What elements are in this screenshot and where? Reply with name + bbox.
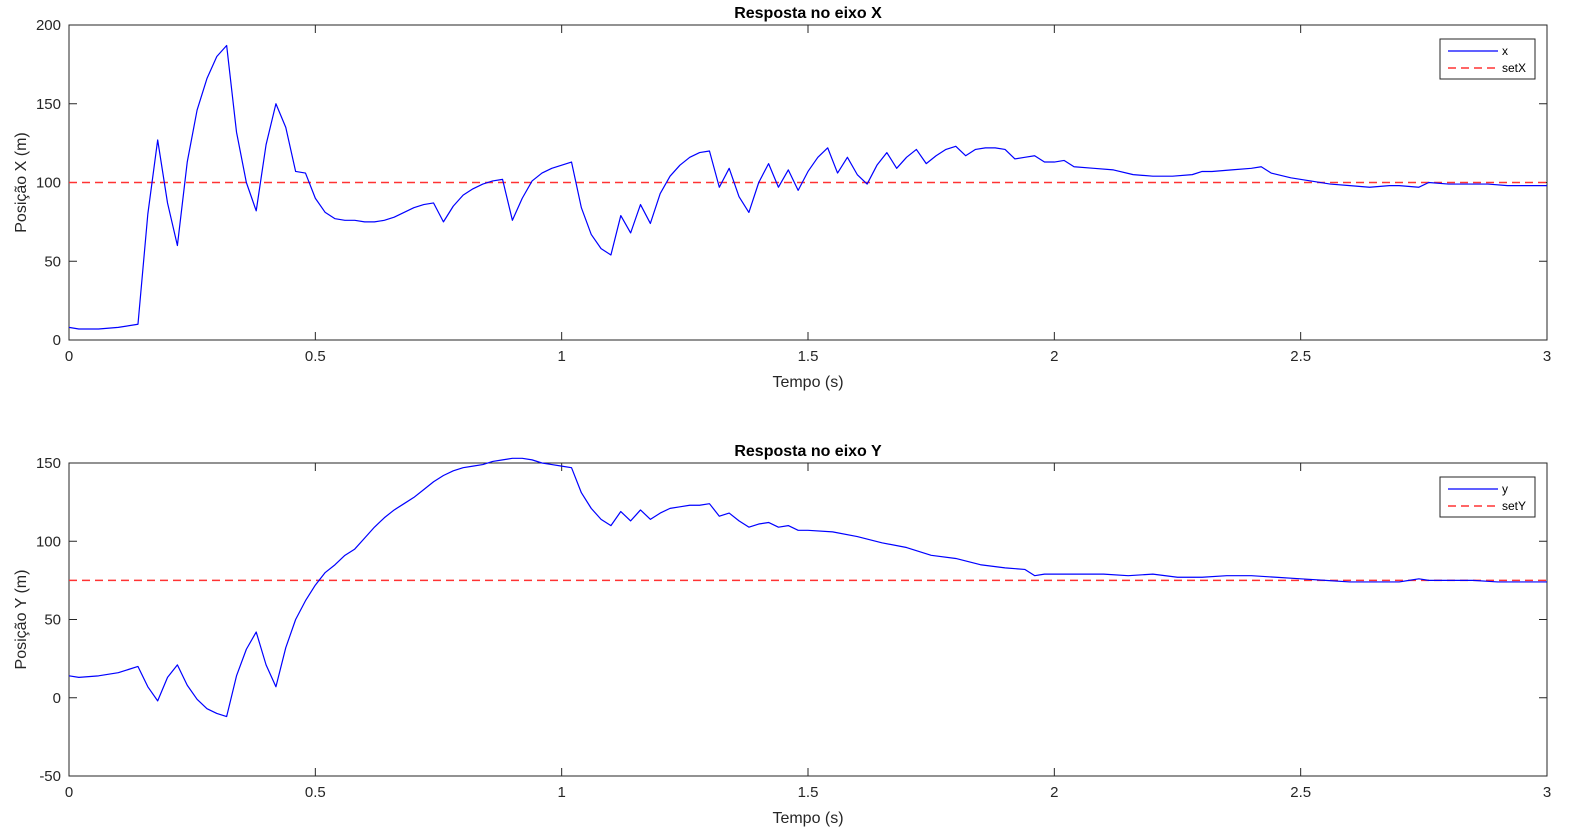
x-tick-label: 1 bbox=[557, 784, 565, 801]
x-tick-label: 2.5 bbox=[1290, 348, 1311, 365]
legend: y setY bbox=[1439, 476, 1536, 518]
legend-label-x: x bbox=[1502, 44, 1508, 58]
y-tick-label: 150 bbox=[36, 96, 61, 113]
x-tick-label: 0 bbox=[65, 784, 73, 801]
y-tick-label: 150 bbox=[36, 455, 61, 472]
legend: x setX bbox=[1439, 38, 1536, 80]
plot-area bbox=[68, 24, 1548, 341]
y-axis-label: Posição Y (m) bbox=[13, 570, 30, 670]
y-tick-label: -50 bbox=[39, 768, 61, 785]
x-tick-label: 3 bbox=[1543, 784, 1551, 801]
x-tick-label: 0 bbox=[65, 348, 73, 365]
x-tick-label: 1.5 bbox=[798, 784, 819, 801]
chart-2: Resposta no eixo Y0 0.5 1 1.5 2 2.5 3-50050100… bbox=[13, 443, 1551, 827]
x-tick-label: 1 bbox=[557, 348, 565, 365]
x-tick-label: 3 bbox=[1543, 348, 1551, 365]
y-tick-label: 100 bbox=[36, 533, 61, 550]
chart-1: Resposta no eixo X 0 0.5 1 1.5 2 2.5 3 0 50 100 150… bbox=[13, 5, 1551, 391]
x-axis-label: Tempo (s) bbox=[772, 374, 843, 391]
legend-label-setY: setY bbox=[1502, 499, 1526, 513]
series-line-x bbox=[68, 44, 1547, 330]
x-tick-label: 2 bbox=[1050, 348, 1058, 365]
chart-title: Resposta no eixo Y bbox=[734, 443, 882, 460]
y-tick-label: 200 bbox=[36, 17, 61, 34]
x-tick-label: 2.5 bbox=[1290, 784, 1311, 801]
x-tick-label: 0.5 bbox=[305, 348, 326, 365]
y-tick-label: 0 bbox=[53, 690, 61, 707]
y-axis-label: Posição X (m) bbox=[13, 132, 30, 232]
y-tick-label: 50 bbox=[44, 253, 61, 270]
x-tick-label: 0.5 bbox=[305, 784, 326, 801]
legend-label-setX: setX bbox=[1502, 61, 1526, 75]
plot-area bbox=[68, 462, 1548, 777]
y-tick-label: 50 bbox=[44, 612, 61, 629]
x-axis-label: Tempo (s) bbox=[772, 810, 843, 827]
legend-box bbox=[1439, 38, 1536, 80]
legend-label-y: y bbox=[1502, 482, 1508, 496]
y-tick-label: 100 bbox=[36, 175, 61, 192]
y-tick-label: 0 bbox=[53, 332, 61, 349]
series-line-y bbox=[68, 457, 1547, 718]
legend-box bbox=[1439, 476, 1536, 518]
x-tick-label: 1.5 bbox=[798, 348, 819, 365]
chart-title: Resposta no eixo X bbox=[734, 5, 882, 22]
x-tick-label: 2 bbox=[1050, 784, 1058, 801]
